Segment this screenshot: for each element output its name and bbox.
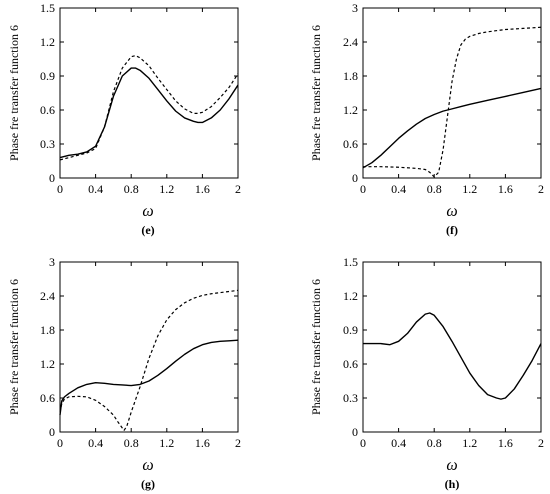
series-line-dashed [59, 289, 239, 431]
x-tick-label: 0.4 [88, 182, 103, 196]
chart-panel-2: 0 0.4 0.8 1.2 1.6 2 0 0.6 1.2 1.8 2.4 3 Phase fre tr… [309, 1, 544, 237]
y-tick-label: 0.3 [40, 137, 55, 151]
y-tick-label: 1.8 [40, 323, 55, 337]
x-tick-label: 0.8 [124, 182, 139, 196]
x-tick-label: 2 [538, 436, 544, 450]
y-axis-label: Phase fre transfer function 6 [309, 279, 323, 415]
y-tick-label: 1.2 [343, 289, 358, 303]
y-tick-label: 0.6 [40, 391, 55, 405]
y-tick-label: 1.5 [343, 255, 358, 269]
plot-frame [59, 261, 239, 433]
x-tick-label: 0 [57, 436, 63, 450]
series-line-solid [59, 67, 239, 159]
x-tick-label: 0 [360, 436, 366, 450]
series-line-dashed [59, 55, 239, 161]
y-tick-label: 0.3 [343, 391, 358, 405]
y-axis-label: Phase fre transfer function 6 [309, 25, 323, 161]
chart-panel-4: 0 0.4 0.8 1.2 1.6 2 0 0.3 0.6 0.9 1.2 1.5 Phase fre … [309, 255, 544, 491]
x-tick-label: 1.6 [195, 436, 210, 450]
y-tick-label: 0.9 [40, 69, 55, 83]
plot-frame [362, 7, 542, 179]
x-tick-label: 1.2 [159, 436, 174, 450]
x-tick-label: 0 [57, 182, 63, 196]
plot-frame [59, 7, 239, 179]
y-tick-label: 0 [352, 171, 358, 185]
x-axis-label: ω [142, 457, 153, 474]
panel-label: (g) [141, 477, 155, 491]
y-tick-label: 0 [49, 171, 55, 185]
x-tick-label: 2 [235, 182, 241, 196]
y-tick-label: 1.2 [40, 357, 55, 371]
panel-label: (h) [445, 477, 460, 491]
y-tick-label: 0.6 [343, 357, 358, 371]
x-tick-label: 2 [538, 182, 544, 196]
y-tick-label: 1.5 [40, 1, 55, 15]
series-line-dashed [363, 26, 542, 178]
x-tick-label: 0.8 [427, 182, 442, 196]
plot-frame [362, 261, 542, 433]
y-tick-label: 2.4 [40, 289, 55, 303]
panel-label: (e) [141, 223, 154, 237]
y-axis-label: Phase fre transfer function 6 [7, 279, 21, 415]
y-tick-label: 0.6 [343, 137, 358, 151]
x-tick-label: 0.8 [124, 436, 139, 450]
panel-label: (f) [446, 223, 458, 237]
y-tick-label: 0.9 [343, 323, 358, 337]
y-tick-label: 0.6 [40, 103, 55, 117]
x-tick-label: 0 [360, 182, 366, 196]
chart-panel-1: 0 0.4 0.8 1.2 1.6 2 0 0.3 0.6 0.9 1.2 1.5 Phase fre … [7, 1, 241, 237]
x-tick-label: 0.4 [391, 436, 406, 450]
x-axis-label: ω [446, 203, 457, 220]
series-line-solid [363, 312, 542, 400]
x-tick-label: 1.2 [462, 182, 477, 196]
x-axis-label: ω [446, 457, 457, 474]
series-line-solid [362, 87, 542, 169]
y-tick-label: 1.2 [343, 103, 358, 117]
y-tick-label: 3 [352, 1, 358, 15]
x-tick-label: 1.6 [195, 182, 210, 196]
y-tick-label: 2.4 [343, 35, 358, 49]
x-axis-label: ω [142, 203, 153, 220]
x-tick-label: 1.6 [498, 436, 513, 450]
chart-panel-3: 0 0.4 0.8 1.2 1.6 2 0 0.6 1.2 1.8 2.4 3 Phase fre tr… [7, 255, 241, 491]
y-tick-label: 1.2 [40, 35, 55, 49]
x-tick-label: 0.4 [88, 436, 103, 450]
x-tick-label: 0.8 [427, 436, 442, 450]
y-tick-label: 0 [352, 425, 358, 439]
x-tick-label: 2 [235, 436, 241, 450]
y-tick-label: 1.8 [343, 69, 358, 83]
y-axis-label: Phase fre transfer function 6 [7, 25, 21, 161]
x-tick-label: 1.2 [159, 182, 174, 196]
x-tick-label: 0.4 [391, 182, 406, 196]
series-line-solid [59, 339, 239, 416]
x-tick-label: 1.6 [498, 182, 513, 196]
x-tick-label: 1.2 [462, 436, 477, 450]
y-tick-label: 3 [49, 255, 55, 269]
y-tick-label: 0 [49, 425, 55, 439]
